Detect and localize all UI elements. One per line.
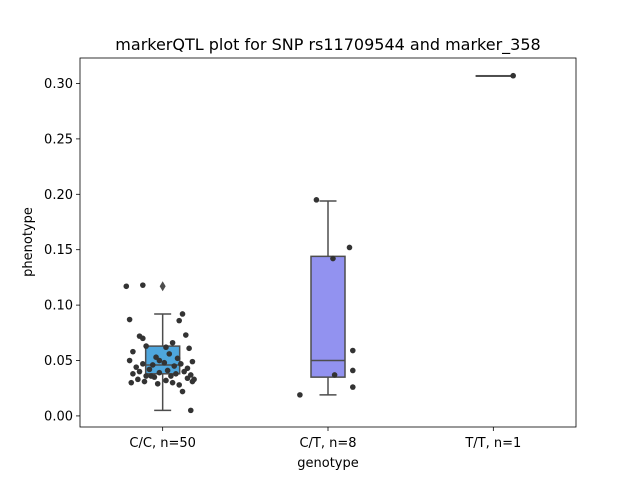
- data-point: [330, 255, 336, 262]
- data-point: [143, 373, 149, 379]
- box-group: [475, 74, 512, 77]
- data-point: [297, 392, 303, 398]
- data-point: [161, 359, 168, 366]
- data-point: [168, 373, 174, 379]
- x-tick-label: T/T, n=1: [464, 436, 521, 451]
- data-point: [130, 348, 136, 355]
- data-point: [350, 384, 356, 390]
- chart-title: markerQTL plot for SNP rs11709544 and ma…: [115, 35, 540, 55]
- y-tick-label: 0.15: [44, 243, 73, 258]
- data-point: [176, 382, 182, 388]
- x-tick-label: C/T, n=8: [299, 436, 356, 451]
- data-point: [179, 388, 186, 395]
- outlier-marker: [159, 281, 166, 292]
- data-point: [174, 355, 181, 362]
- data-point: [178, 361, 184, 367]
- x-tick-label: C/C, n=50: [129, 436, 195, 451]
- data-point: [350, 347, 356, 354]
- data-point: [156, 357, 163, 364]
- data-point: [148, 373, 154, 379]
- data-point: [510, 72, 516, 79]
- y-tick-label: 0.25: [44, 132, 73, 147]
- data-point: [173, 371, 179, 377]
- data-point: [140, 282, 146, 288]
- data-point: [183, 332, 189, 338]
- data-point: [171, 363, 178, 369]
- x-axis: C/C, n=50 C/T, n=8 T/T, n=1: [129, 427, 521, 451]
- points-layer: [123, 72, 516, 414]
- data-point: [169, 379, 176, 386]
- y-tick-label: 0.20: [44, 188, 73, 203]
- data-point: [187, 407, 194, 414]
- data-point: [350, 367, 356, 374]
- data-point: [156, 369, 163, 376]
- data-point: [140, 335, 146, 342]
- data-point: [313, 197, 320, 203]
- data-point: [126, 316, 133, 323]
- y-axis: 0.00 0.05 0.10 0.15 0.20 0.25 0.30: [44, 77, 80, 424]
- data-point: [331, 372, 338, 378]
- data-point: [133, 364, 140, 370]
- data-point: [140, 361, 146, 367]
- data-point: [126, 357, 133, 364]
- data-point: [143, 343, 149, 349]
- data-point: [189, 358, 196, 365]
- data-point: [176, 317, 182, 324]
- x-axis-label: genotype: [297, 456, 358, 471]
- data-point: [163, 377, 169, 384]
- data-point: [149, 362, 156, 368]
- data-point: [169, 339, 176, 346]
- y-tick-label: 0.30: [44, 77, 73, 92]
- data-point: [135, 376, 141, 383]
- data-point: [164, 367, 171, 374]
- data-point: [163, 344, 169, 351]
- data-point: [179, 311, 186, 317]
- y-axis-label: phenotype: [21, 207, 36, 277]
- data-point: [184, 375, 191, 382]
- y-tick-label: 0.00: [44, 409, 73, 424]
- data-point: [130, 371, 136, 377]
- y-tick-label: 0.05: [44, 354, 73, 369]
- data-point: [166, 351, 173, 357]
- data-point: [128, 379, 135, 386]
- box-group: [310, 200, 346, 396]
- data-point: [141, 378, 148, 385]
- data-point: [186, 345, 192, 352]
- box: [310, 255, 346, 378]
- data-point: [123, 283, 130, 290]
- data-point: [189, 378, 196, 385]
- data-point: [181, 368, 187, 375]
- y-tick-label: 0.10: [44, 299, 73, 314]
- data-point: [346, 244, 353, 251]
- boxes-layer: [144, 74, 512, 412]
- data-point: [146, 366, 153, 373]
- data-point: [154, 380, 161, 387]
- data-point: [136, 368, 143, 375]
